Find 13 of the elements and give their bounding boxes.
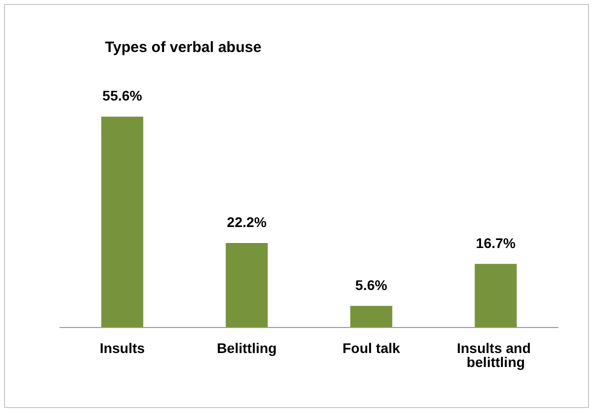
bar bbox=[350, 306, 392, 327]
x-tick-label: Belittling bbox=[216, 340, 277, 356]
bar bbox=[226, 243, 268, 327]
chart-title: Types of verbal abuse bbox=[105, 39, 262, 56]
x-tick-label: Insults bbox=[100, 340, 146, 356]
data-label: 5.6% bbox=[355, 276, 388, 293]
bar bbox=[101, 116, 144, 327]
x-tick-label: Foul talk bbox=[342, 340, 400, 356]
data-label: 55.6% bbox=[102, 88, 143, 104]
data-label: 22.2% bbox=[226, 214, 268, 230]
data-label: 16.7% bbox=[476, 234, 516, 251]
bar bbox=[474, 264, 517, 327]
x-tick-label: Insults and belittling bbox=[456, 340, 535, 370]
